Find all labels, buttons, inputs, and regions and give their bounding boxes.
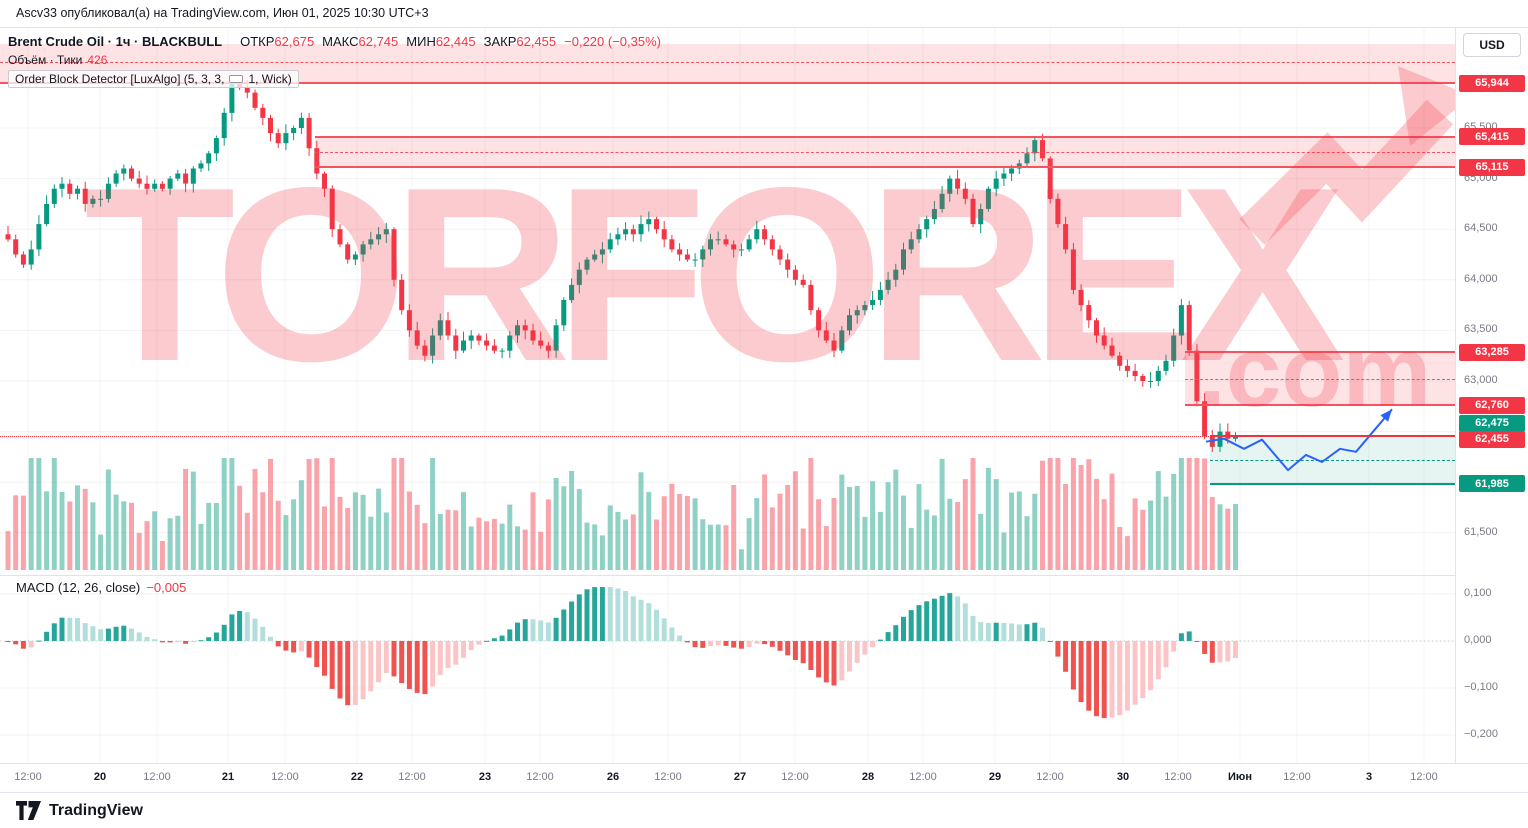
time-axis-label: 12:00 [1283, 771, 1311, 783]
macd-value: −0,005 [146, 580, 187, 595]
time-axis-label: 20 [93, 771, 107, 783]
macd-label: MACD (12, 26, close) [16, 580, 141, 595]
price-level-badge: 65,415 [1459, 128, 1525, 146]
time-axis-label: Июн [1228, 771, 1252, 783]
indicator-title: Order Block Detector [LuxAlgo] (5, 3, 3, [15, 72, 225, 86]
price-axis-label: 61,500 [1464, 525, 1498, 538]
time-axis-label: 12:00 [398, 771, 426, 783]
price-axis-label: 64,500 [1464, 222, 1498, 235]
price-axis-label: 63,500 [1464, 323, 1498, 336]
indicator-legend-row[interactable]: Order Block Detector [LuxAlgo] (5, 3, 3,… [8, 70, 299, 88]
tradingview-brand-text[interactable]: TradingView [49, 801, 143, 819]
currency-toggle-button[interactable]: USD [1463, 33, 1521, 57]
time-axis-label: 12:00 [1164, 771, 1192, 783]
time-axis-label: 22 [350, 771, 364, 783]
time-axis-label: 21 [221, 771, 235, 783]
price-axis-label: 64,000 [1464, 272, 1498, 285]
pane-separator[interactable] [0, 575, 1528, 576]
price-level-badge: 65,944 [1459, 74, 1525, 92]
open-value: 62,675 [274, 34, 315, 49]
volume-legend-row[interactable]: Объём · Тики 426 [8, 52, 661, 68]
time-axis-label: 12:00 [526, 771, 554, 783]
volume-value: 426 [87, 53, 108, 67]
macd-legend-row[interactable]: MACD (12, 26, close) −0,005 [16, 580, 186, 595]
time-axis-label: 27 [733, 771, 747, 783]
high-label: МАКС [322, 34, 359, 49]
time-axis-label: 12:00 [654, 771, 682, 783]
current-price-line [0, 436, 1455, 438]
low-value: 62,445 [435, 34, 476, 49]
price-axis-label: 63,000 [1464, 374, 1498, 386]
price-level-badge: 62,475 [1459, 414, 1525, 432]
close-value: 62,455 [516, 34, 557, 49]
time-axis-label: 12:00 [143, 771, 171, 783]
publish-info-bar: Ascv33 опубликовал(а) на TradingView.com… [0, 0, 1528, 28]
change-value: −0,220 (−0,35%) [564, 34, 661, 49]
macd-axis-label: 0,100 [1464, 587, 1492, 599]
time-axis[interactable]: 12:00 20 12:00 21 12:00 22 12:00 23 12:00 26 12:00… [0, 763, 1528, 792]
time-axis-label: 12:00 [1036, 771, 1064, 783]
open-label: ОТКР [240, 34, 275, 49]
footer-bar: TradingView [0, 792, 1528, 828]
macd-axis-label: −0,100 [1464, 681, 1498, 693]
price-axis[interactable]: USD 65,500 65,000 64,500 64,000 63,500 63,000… [1455, 28, 1528, 763]
macd-axis-label: 0,000 [1464, 634, 1492, 646]
time-axis-label: 3 [1365, 771, 1373, 783]
tradingview-logo-icon[interactable] [16, 801, 41, 820]
price-level-badge: 63,285 [1459, 343, 1525, 361]
time-axis-label: 12:00 [271, 771, 299, 783]
time-axis-label: 28 [861, 771, 875, 783]
time-axis-label: 12:00 [1410, 771, 1438, 783]
price-level-badge: 62,455 [1459, 430, 1525, 448]
macd-axis-label: −0,200 [1464, 728, 1498, 740]
time-axis-label: 29 [988, 771, 1002, 783]
symbol-legend-row[interactable]: Brent Crude Oil · 1ч · BLACKBULL ОТКР62,6… [8, 32, 661, 51]
indicator-params: 1, Wick) [248, 72, 292, 86]
time-axis-label: 12:00 [781, 771, 809, 783]
chart-legend: Brent Crude Oil · 1ч · BLACKBULL ОТКР62,6… [8, 32, 661, 88]
price-level-badge: 62,760 [1459, 396, 1525, 414]
low-label: МИН [406, 34, 436, 49]
volume-label: Объём · Тики [8, 53, 83, 67]
time-axis-label: 26 [606, 771, 620, 783]
close-label: ЗАКР [483, 34, 517, 49]
time-axis-label: 30 [1116, 771, 1130, 783]
price-level-badge: 61,985 [1459, 475, 1525, 493]
high-value: 62,745 [358, 34, 399, 49]
publish-info-text: Ascv33 опубликовал(а) на TradingView.com… [16, 6, 429, 20]
symbol-title[interactable]: Brent Crude Oil · 1ч · BLACKBULL [8, 34, 223, 49]
time-axis-label: 23 [478, 771, 492, 783]
price-level-badge: 65,115 [1459, 158, 1525, 176]
indicator-color-swatch-icon[interactable] [229, 75, 244, 83]
time-axis-label: 12:00 [14, 771, 42, 783]
time-axis-label: 12:00 [909, 771, 937, 783]
